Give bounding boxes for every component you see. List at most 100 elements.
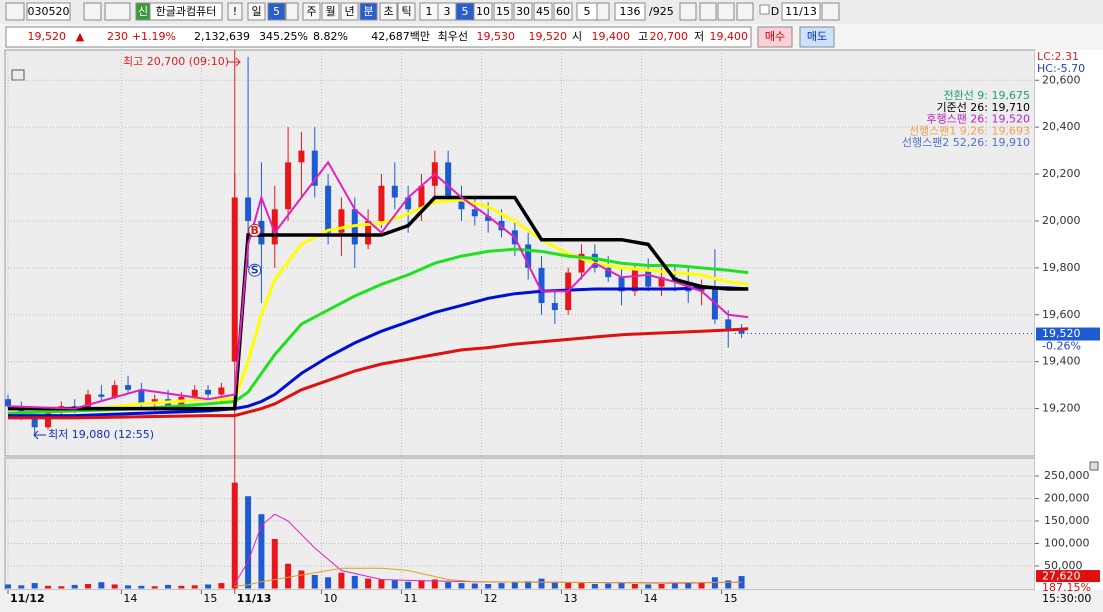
toolbar-text[interactable]: 030520 (28, 5, 70, 18)
toolbar-text[interactable]: 한글과컴퓨터 (156, 5, 217, 18)
y-tick-label: 19,800 (1042, 261, 1081, 274)
volume-bar (58, 586, 65, 589)
dropdown-arrow[interactable] (596, 2, 610, 21)
volume-bar (85, 583, 92, 589)
tool-icon[interactable] (679, 2, 697, 21)
candle-body (338, 209, 345, 233)
toolbar-text[interactable]: 136 (620, 5, 641, 18)
volume-bar (151, 586, 158, 589)
period-button[interactable] (340, 2, 359, 21)
period-label[interactable]: 분 (363, 5, 373, 18)
period-label[interactable]: 년 (344, 5, 354, 18)
tool-icon[interactable] (699, 2, 717, 21)
x-tick-label: 11/12 (10, 592, 45, 605)
volume-bar (205, 584, 212, 589)
period-button[interactable] (379, 2, 398, 21)
minute-label[interactable]: 5 (462, 5, 469, 18)
toolbar-field[interactable] (227, 2, 243, 21)
period-label[interactable]: 일 (251, 4, 261, 18)
low-arrow (33, 430, 46, 440)
volume-tick-label: 200,000 (1044, 491, 1090, 504)
period-button[interactable] (359, 2, 378, 21)
current-volume-ratio: 187.15% (1042, 581, 1091, 594)
dropdown-arrow[interactable] (285, 2, 299, 21)
period-label[interactable]: 월 (325, 5, 335, 18)
toolbar-text[interactable]: D (771, 5, 779, 18)
price-panel (4, 49, 1036, 457)
candle-body (245, 197, 252, 221)
minute-label[interactable]: 15 (496, 5, 510, 18)
minute-button[interactable] (553, 2, 573, 21)
minute-button[interactable] (473, 2, 493, 21)
close-icon[interactable] (1089, 461, 1099, 471)
toolbar-field[interactable] (614, 2, 646, 21)
info-item: 19,520 (529, 30, 568, 43)
tool-icon[interactable] (736, 2, 754, 21)
calendar-button[interactable] (821, 2, 840, 21)
candle-body (31, 415, 38, 428)
y-tick-label: 19,400 (1042, 355, 1081, 368)
tool-icon[interactable] (717, 2, 735, 21)
x-tick-label: 15 (203, 592, 217, 605)
checkbox[interactable] (759, 4, 770, 15)
candle-body (725, 319, 732, 329)
toolbar-text[interactable]: 11/13 (785, 5, 817, 18)
minute-label[interactable]: 10 (476, 5, 490, 18)
candle-body (311, 150, 318, 186)
volume-bar (405, 581, 412, 589)
volume-bar (258, 514, 265, 589)
toolbar-field[interactable] (781, 2, 821, 21)
minute-button[interactable] (513, 2, 533, 21)
candle-body (365, 220, 372, 245)
period-button[interactable] (247, 2, 266, 21)
minute-label[interactable]: 1 (426, 5, 433, 18)
sell-button[interactable] (799, 26, 835, 48)
candle-body (418, 185, 425, 210)
trade-marker (248, 223, 262, 237)
buy-label[interactable]: 매수 (765, 30, 785, 43)
x-tick-label: 14 (123, 592, 137, 605)
volume-bar (551, 581, 558, 589)
minute-label[interactable]: 30 (516, 5, 530, 18)
info-item: 19,400 (592, 30, 631, 43)
volume-bar (325, 577, 332, 589)
search-button[interactable] (83, 2, 102, 21)
x-tick-label: 13 (564, 592, 578, 605)
period-label[interactable]: 주 (306, 5, 316, 18)
minute-label[interactable]: 60 (556, 5, 570, 18)
volume-bar (391, 580, 398, 589)
sound-button[interactable] (104, 2, 131, 21)
period-label[interactable]: 초 (383, 5, 393, 18)
hc-label: HC:-5.70 (1037, 62, 1085, 75)
volume-bar (498, 583, 505, 589)
toolbar-field[interactable] (26, 2, 71, 21)
period-button[interactable] (397, 2, 416, 21)
minute-label[interactable]: 45 (536, 5, 550, 18)
menu-button[interactable] (5, 2, 25, 21)
period-button[interactable] (302, 2, 321, 21)
y-tick-label: 20,000 (1042, 214, 1081, 227)
toolbar-text[interactable]: 신 (138, 5, 148, 18)
minute-button[interactable] (533, 2, 553, 21)
period-button[interactable] (321, 2, 340, 21)
y-tick-label: 19,200 (1042, 402, 1081, 415)
info-item: +1.19% (132, 30, 176, 43)
period-button[interactable] (267, 2, 286, 21)
sell-label[interactable]: 매도 (807, 30, 827, 43)
volume-bar (311, 574, 318, 589)
volume-bar (605, 583, 612, 589)
toolbar-text[interactable]: ! (233, 5, 237, 18)
volume-bar (458, 583, 465, 589)
volume-bar (658, 583, 665, 589)
minute-button[interactable] (493, 2, 513, 21)
toolbar-field[interactable] (149, 2, 223, 21)
volume-bar (5, 584, 11, 589)
candle-body (191, 389, 198, 397)
period-label[interactable]: 틱 (401, 5, 411, 18)
buy-button[interactable] (757, 26, 793, 48)
info-item: ▲ (76, 30, 85, 43)
minute-label[interactable]: 3 (444, 5, 451, 18)
toolbar-text[interactable]: 5 (584, 5, 591, 18)
period-label[interactable]: 5 (273, 5, 280, 18)
